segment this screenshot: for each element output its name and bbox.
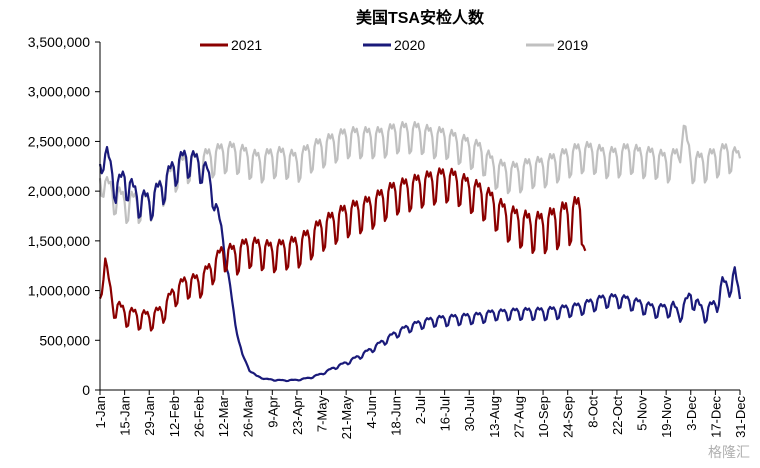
legend: 2021 2020 2019	[200, 37, 588, 53]
axes	[99, 42, 740, 391]
x-tick-label: 9-Apr	[265, 395, 280, 427]
x-tick-label: 17-Dec	[708, 396, 723, 438]
x-tick-label: 2-Jul	[413, 396, 428, 424]
chart-title: 美国TSA安检人数	[356, 8, 485, 27]
x-tick-label: 26-Feb	[191, 396, 206, 437]
x-tick-label: 27-Aug	[511, 396, 526, 438]
x-tick-label: 12-Mar	[216, 395, 231, 437]
x-tick-label: 22-Oct	[610, 396, 625, 435]
series-layer	[98, 120, 742, 383]
y-tick-label: 2,000,000	[28, 183, 90, 199]
series-line-2019	[98, 120, 742, 225]
watermark: 格隆汇	[708, 444, 750, 460]
y-tick-label: 3,000,000	[28, 84, 90, 100]
x-tick-label: 16-Jul	[438, 396, 453, 432]
x-tick-label: 3-Dec	[684, 396, 699, 431]
y-tick-label: 2,500,000	[28, 133, 90, 149]
x-tick-label: 18-Jun	[388, 396, 403, 436]
y-tick-label: 500,000	[39, 332, 90, 348]
x-tick-label: 1-Jan	[93, 396, 108, 429]
x-tick-label: 7-May	[315, 396, 330, 433]
x-tick-label: 12-Feb	[167, 396, 182, 437]
series-line-2020	[98, 145, 742, 383]
x-tick-label: 24-Sep	[561, 396, 576, 438]
x-tick-label: 30-Jul	[462, 396, 477, 432]
y-tick-label: 1,000,000	[28, 283, 90, 299]
x-tick-label: 10-Sep	[536, 396, 551, 438]
series-line-2021	[98, 167, 587, 332]
x-tick-label: 4-Jun	[364, 396, 379, 429]
y-tick-label: 1,500,000	[28, 233, 90, 249]
x-tick-label: 26-Mar	[241, 395, 256, 437]
x-ticks: 1-Jan 15-Jan 29-Jan 12-Feb 26-Feb 12-Mar 26-Ma…	[93, 390, 748, 439]
x-tick-label: 29-Jan	[142, 396, 157, 436]
x-tick-label: 15-Jan	[118, 396, 133, 436]
x-tick-label: 8-Oct	[585, 396, 600, 428]
legend-label-2021: 2021	[231, 37, 262, 53]
x-tick-label: 31-Dec	[733, 396, 748, 438]
x-tick-label: 23-Apr	[290, 395, 305, 435]
legend-label-2020: 2020	[394, 37, 425, 53]
legend-label-2019: 2019	[557, 37, 588, 53]
y-ticks: 0 500,000 1,000,000 1,500,000 2,000,000 2,500…	[28, 34, 100, 398]
y-tick-label: 3,500,000	[28, 34, 90, 50]
y-tick-label: 0	[82, 382, 90, 398]
x-tick-label: 5-Nov	[635, 396, 650, 431]
x-tick-label: 19-Nov	[659, 396, 674, 438]
x-tick-label: 13-Aug	[487, 396, 502, 438]
x-tick-label: 21-May	[339, 396, 354, 440]
